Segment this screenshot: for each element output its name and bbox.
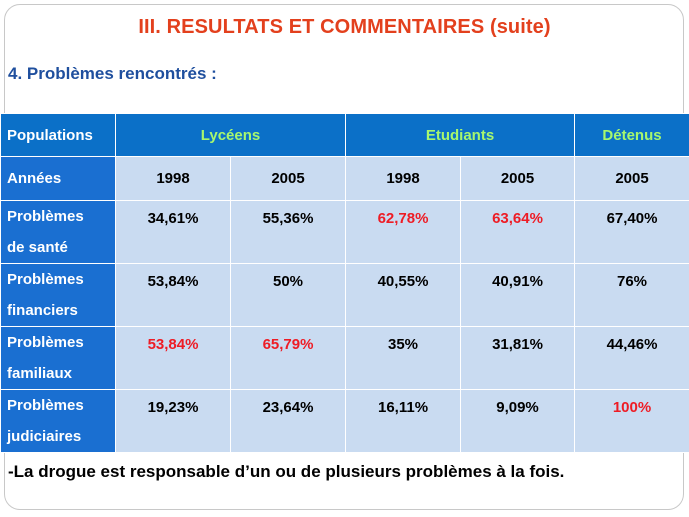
value-cell: 53,84% [115, 326, 231, 390]
table-row: Problèmes financiers 53,84% 50% 40,55% 40… [0, 263, 689, 327]
value-cell: 40,91% [460, 263, 576, 327]
year-cell: 2005 [460, 156, 576, 201]
value-cell: 34,61% [115, 200, 231, 264]
value-cell: 44,46% [574, 326, 689, 390]
value-cell: 55,36% [229, 200, 347, 264]
value-cell: 19,23% [115, 389, 231, 453]
table-row: Problèmes judiciaires 19,23% 23,64% 16,11… [0, 389, 689, 453]
populations-header: Populations [0, 113, 116, 157]
years-label: Années [0, 156, 116, 201]
value-cell: 63,64% [460, 200, 576, 264]
row-label: Problèmes financiers [0, 263, 116, 327]
value-cell: 50% [229, 263, 347, 327]
table-row: Problèmes familiaux 53,84% 65,79% 35% 31,… [0, 326, 689, 390]
year-cell: 2005 [229, 156, 347, 201]
value-cell: 9,09% [460, 389, 576, 453]
value-cell: 100% [574, 389, 689, 453]
year-cell: 1998 [345, 156, 462, 201]
value-cell: 35% [345, 326, 462, 390]
value-cell: 76% [574, 263, 689, 327]
value-cell: 65,79% [229, 326, 347, 390]
year-cell: 2005 [574, 156, 689, 201]
group-lyceens: Lycéens [114, 113, 347, 157]
group-etudiants: Etudiants [345, 113, 576, 157]
value-cell: 53,84% [115, 263, 231, 327]
group-detenus: Détenus [574, 113, 689, 157]
value-cell: 23,64% [229, 389, 347, 453]
year-cell: 1998 [115, 156, 231, 201]
value-cell: 62,78% [345, 200, 462, 264]
value-cell: 67,40% [574, 200, 689, 264]
row-label: Problèmes de santé [0, 200, 116, 264]
years-row: Années 1998 2005 1998 2005 2005 [0, 156, 689, 201]
row-label: Problèmes familiaux [0, 326, 116, 390]
section-subtitle: 4. Problèmes rencontrés : [8, 64, 217, 83]
row-label: Problèmes judiciaires [0, 389, 116, 453]
footnote: -La drogue est responsable d’un ou de pl… [8, 462, 565, 481]
slide-title: III. RESULTATS ET COMMENTAIRES (suite) [138, 16, 551, 38]
value-cell: 40,55% [345, 263, 462, 327]
results-table: Populations Lycéens Etudiants Détenus An… [0, 113, 689, 453]
header-row: Populations Lycéens Etudiants Détenus [0, 113, 689, 157]
table-row: Problèmes de santé 34,61% 55,36% 62,78% 6… [0, 200, 689, 264]
value-cell: 31,81% [460, 326, 576, 390]
value-cell: 16,11% [345, 389, 462, 453]
